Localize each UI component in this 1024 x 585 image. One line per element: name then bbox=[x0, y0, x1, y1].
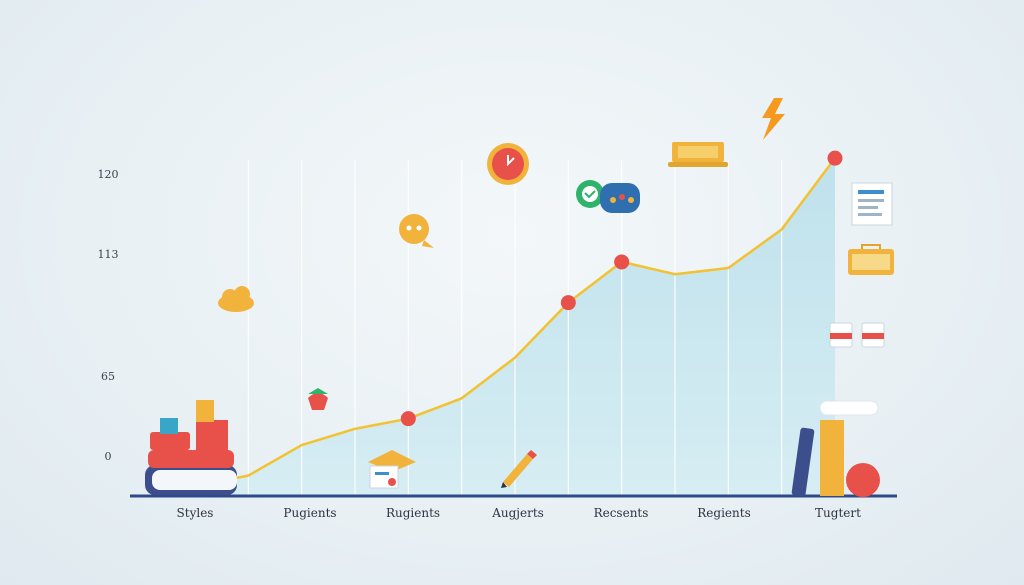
books-icon bbox=[145, 400, 237, 495]
x-tick-label: Regients bbox=[697, 506, 750, 520]
y-tick-label: 113 bbox=[98, 248, 119, 261]
plant-icon bbox=[308, 388, 328, 410]
data-point bbox=[560, 295, 576, 311]
x-tick-label: Styles bbox=[177, 506, 214, 520]
x-tick-label: Tugtert bbox=[815, 506, 861, 520]
plot-area: 0 65 113 120 Styles Pugients Rugients Augjerts R… bbox=[98, 150, 897, 520]
supplies-icon bbox=[791, 400, 880, 497]
lightning-icon bbox=[762, 98, 785, 140]
x-tick-label: Pugients bbox=[283, 506, 336, 520]
y-tick-label: 65 bbox=[101, 370, 115, 383]
data-point bbox=[400, 411, 416, 427]
cloud-icon bbox=[218, 286, 254, 312]
y-tick-label: 120 bbox=[98, 168, 119, 181]
id-card-icon bbox=[829, 322, 885, 348]
laptop-icon bbox=[668, 142, 728, 167]
certificate-icon bbox=[368, 450, 416, 489]
document-icon bbox=[851, 182, 893, 226]
pencil-icon bbox=[501, 450, 537, 488]
data-point bbox=[827, 150, 843, 166]
series-line bbox=[194, 157, 837, 488]
message-bubbles-icon bbox=[576, 180, 640, 213]
x-tick-label: Rugients bbox=[386, 506, 440, 520]
alarm-clock-icon bbox=[487, 143, 529, 185]
x-tick-label: Recsents bbox=[594, 506, 649, 520]
chat-bubble-icon bbox=[399, 214, 434, 248]
keyboard-icon bbox=[848, 244, 894, 275]
y-tick-label: 0 bbox=[105, 450, 112, 463]
data-point bbox=[614, 254, 630, 270]
x-tick-label: Augjerts bbox=[491, 506, 544, 520]
